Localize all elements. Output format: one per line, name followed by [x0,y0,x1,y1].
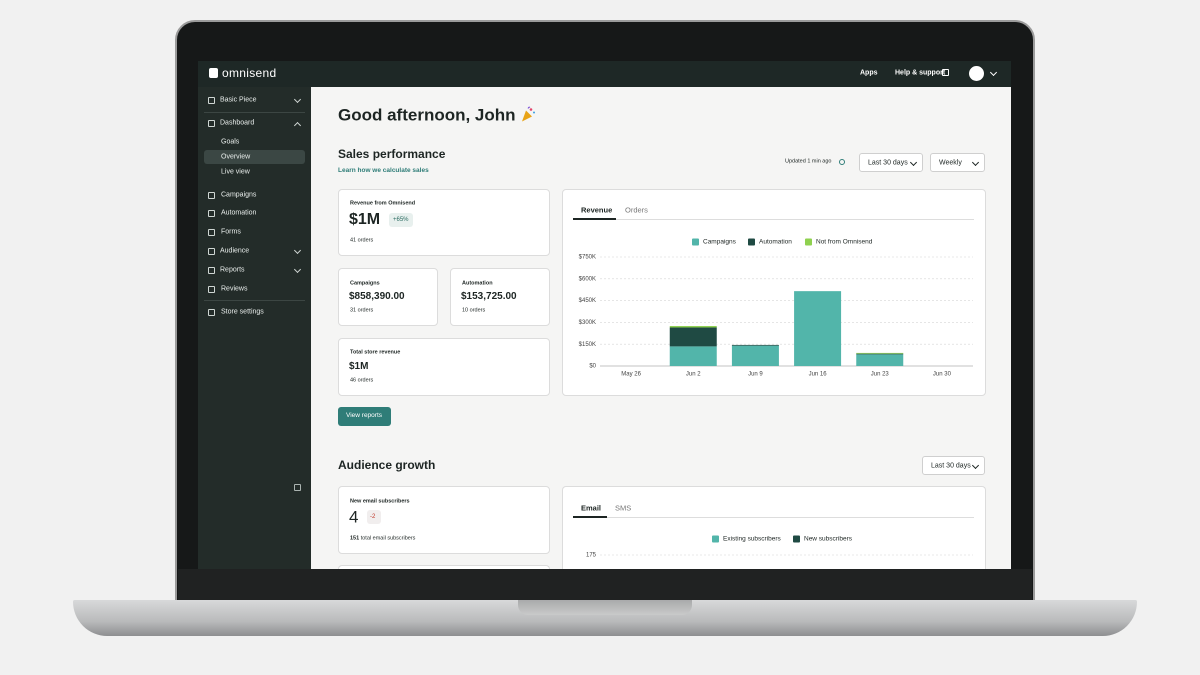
sidebar-item[interactable]: Reports [220,266,245,274]
tab-underline [573,218,616,220]
tab[interactable]: SMS [615,503,632,513]
period-dropdown[interactable]: Last 30 days [859,153,923,172]
kpi-badge: +65% [389,213,413,227]
chart-card: Email SMS [562,486,986,569]
sidebar-icon [208,120,215,127]
tab[interactable]: Revenue [581,205,613,215]
kpi-orders: 31 orders [350,307,374,314]
sidebar-separator [204,112,305,113]
tab[interactable]: Email [581,503,602,513]
tab-rule [573,219,974,220]
kpi-label: Automation [462,280,493,287]
sidebar-item[interactable]: Basic Piece [220,96,257,104]
sidebar-item[interactable]: Store settings [221,308,264,316]
sidebar-active [204,150,305,164]
kpi-total-number: 151 [350,535,360,542]
tab[interactable]: Orders [625,205,648,215]
sidebar-item[interactable]: Campaigns [221,191,257,199]
button-text: View reports [346,411,383,419]
refresh-icon[interactable] [839,159,845,165]
collapse-icon[interactable] [294,484,301,491]
sidebar-item[interactable]: Goals [221,138,240,146]
tab-underline [573,516,607,518]
apps-link[interactable]: Apps [860,69,878,77]
kpi-value: 4 [349,507,359,527]
kpi-badge: -2 [367,510,381,524]
kpi-label: Revenue from Omnisend [350,200,416,207]
sidebar-icon [208,97,215,104]
sidebar-item[interactable]: Overview [221,153,251,161]
chart-card: Revenue Orders [562,189,986,396]
section-title: Sales performance [338,147,446,161]
top-bar [198,61,1011,87]
kpi-value: $153,725.00 [461,291,517,302]
sidebar-item[interactable]: Forms [221,228,241,236]
tab-rule [573,517,974,518]
sidebar-icon [208,267,215,274]
logo-icon [209,68,218,78]
kpi-value: $1M [349,361,369,372]
dropdown-chevron [971,158,980,167]
sidebar-item[interactable]: Reviews [221,285,248,293]
kpi-orders: 41 orders [350,237,374,244]
kpi-card: New email subscribers 4 -2 151 total ema… [338,486,550,554]
kpi-card: Total store revenue $1M 46 orders [338,338,550,396]
dropdown-text: Last 30 days [931,462,971,470]
dropdown-chevron [971,461,980,470]
kpi-value: $1M [349,211,381,228]
greeting-text: Good afternoon, John [338,105,516,125]
help-link[interactable]: Help & support [895,69,946,77]
sidebar-icon [208,210,215,217]
kpi-card: Revenue from Omnisend $1M +65% 41 orders [338,189,550,256]
sidebar [198,87,311,569]
party-icon [522,106,536,122]
sidebar-item[interactable]: Automation [221,209,257,217]
section-title: Audience growth [338,458,436,472]
laptop-notch [518,600,692,615]
period-dropdown[interactable]: Last 30 days [922,456,985,475]
view-reports-button[interactable]: View reports [338,407,391,426]
kpi-change: -2 [370,514,376,520]
sidebar-icon [208,229,215,236]
dropdown-text: Last 30 days [868,159,908,167]
updated-text: Updated 1 min ago [785,158,832,165]
sidebar-item[interactable]: Live view [221,168,250,176]
kpi-label: New email subscribers [350,498,410,505]
sidebar-icon [208,248,215,255]
sidebar-icon [208,192,215,199]
dropdown-text: Weekly [939,159,962,167]
greeting: Good afternoon, John [338,107,536,124]
kpi-orders: 46 orders [350,377,374,384]
kpi-card: Automation $153,725.00 10 orders [450,268,550,326]
kpi-change: +65% [393,217,409,223]
kpi-label: Total store revenue [350,349,401,356]
kpi-value: $858,390.00 [349,291,405,302]
sidebar-icon [208,309,215,316]
sidebar-item[interactable]: Audience [220,247,250,255]
kpi-card-partial [338,565,550,569]
learn-link[interactable]: Learn how we calculate sales [338,166,429,174]
kpi-total: 151 total email subscribers [350,536,415,542]
kpi-orders: 10 orders [462,307,486,314]
sidebar-icon [208,286,215,293]
interval-dropdown[interactable]: Weekly [930,153,985,172]
dropdown-chevron [909,158,918,167]
avatar[interactable] [969,66,984,81]
sidebar-separator [204,300,305,301]
logo[interactable]: omnisend [222,66,277,80]
external-icon [942,69,949,76]
kpi-label: Campaigns [350,280,380,287]
sidebar-item[interactable]: Dashboard [220,119,255,127]
kpi-total-label: total email subscribers [360,535,416,542]
kpi-card: Campaigns $858,390.00 31 orders [338,268,438,326]
bezel-chin [178,569,1032,602]
